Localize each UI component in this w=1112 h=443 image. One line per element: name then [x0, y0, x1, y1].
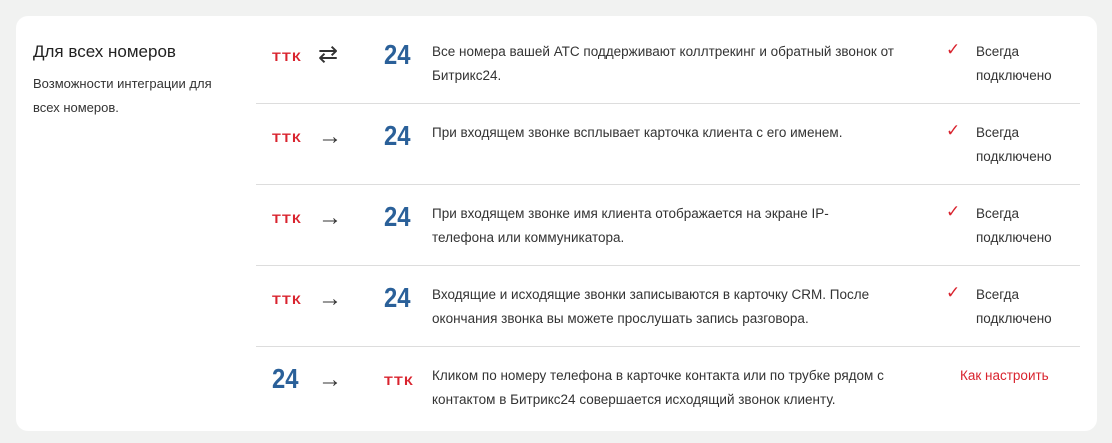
feature-text: При входящем звонке всплывает карточка к…	[432, 125, 843, 140]
ttk-logo: ТТК	[272, 212, 302, 226]
feature-row: ТТК ⇄ 24 Все номера вашей АТС поддержива…	[256, 16, 1080, 104]
status-text: Всегда подключено	[976, 206, 1052, 245]
bitrix24-logo: 24	[384, 201, 411, 232]
ttk-logo: ТТК	[384, 374, 414, 388]
check-icon: ✓	[946, 202, 961, 221]
feature-row: 24 → ТТК Кликом по номеру телефона в кар…	[256, 347, 1080, 419]
status-text: Всегда подключено	[976, 44, 1052, 83]
feature-list: ТТК ⇄ 24 Все номера вашей АТС поддержива…	[256, 16, 1080, 419]
feature-row: ТТК → 24 При входящем звонке всплывает к…	[256, 104, 1080, 185]
check-icon: ✓	[946, 40, 961, 59]
arrow-right-icon: →	[318, 123, 342, 150]
ttk-logo: ТТК	[272, 50, 302, 64]
feature-text: Кликом по номеру телефона в карточке кон…	[432, 368, 884, 407]
ttk-logo: ТТК	[272, 293, 302, 307]
ttk-logo: ТТК	[272, 131, 302, 145]
status-text: Всегда подключено	[976, 287, 1052, 326]
bitrix24-logo: 24	[272, 363, 299, 394]
bitrix24-logo: 24	[384, 39, 411, 70]
integration-card: Для всех номеров Возможности интеграции …	[16, 16, 1097, 431]
arrow-right-icon: →	[318, 204, 342, 231]
section-title: Для всех номеров	[33, 42, 176, 61]
bitrix24-logo: 24	[384, 282, 411, 313]
section-description: Возможности интеграции для всех номеров.	[33, 76, 212, 115]
status-text: Всегда подключено	[976, 125, 1052, 164]
check-icon: ✓	[946, 121, 961, 140]
arrow-right-icon: →	[318, 285, 342, 312]
feature-row: ТТК → 24 При входящем звонке имя клиента…	[256, 185, 1080, 266]
check-icon: ✓	[946, 283, 961, 302]
bitrix24-logo: 24	[384, 120, 411, 151]
arrow-right-icon: →	[318, 366, 342, 393]
bidirectional-arrow-icon: ⇄	[318, 41, 339, 68]
feature-text: Все номера вашей АТС поддерживают коллтр…	[432, 44, 894, 83]
feature-row: ТТК → 24 Входящие и исходящие звонки зап…	[256, 266, 1080, 347]
how-to-setup-link[interactable]: Как настроить	[960, 368, 1049, 383]
feature-text: При входящем звонке имя клиента отобража…	[432, 206, 829, 245]
feature-text: Входящие и исходящие звонки записываются…	[432, 287, 870, 326]
